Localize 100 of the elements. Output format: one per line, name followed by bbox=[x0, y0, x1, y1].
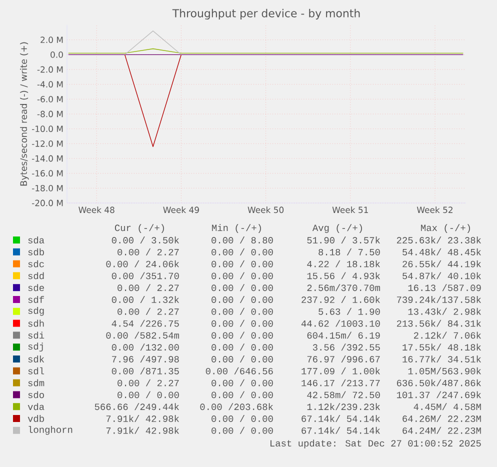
text: 51.90 / 3.57k bbox=[307, 236, 380, 244]
text: 54.87k/ 40.10k bbox=[402, 272, 481, 280]
text: 0.00 / 0.00 bbox=[212, 248, 273, 256]
legend-label: sdf bbox=[28, 296, 44, 303]
text: 0.00 /203.68k bbox=[200, 403, 273, 410]
legend-label: sdh bbox=[28, 320, 44, 327]
text: 54.48k/ 48.45k bbox=[402, 248, 481, 256]
text: 64.24M/ 22.23M bbox=[402, 426, 481, 434]
text: 0.00 /582.54m bbox=[106, 332, 179, 339]
text: Cur (-/+) bbox=[114, 224, 164, 233]
text: Avg (-/+) bbox=[312, 224, 362, 233]
text: 1.12k/239.23k bbox=[307, 403, 380, 410]
text: 16.13 /587.09 bbox=[408, 284, 481, 292]
y-tick-label: -2.0 M bbox=[37, 66, 63, 73]
text: 42.58m/ 72.50 bbox=[307, 391, 380, 398]
legend-label: sdo bbox=[28, 391, 44, 398]
text: 0.00 / 24.06k bbox=[106, 260, 179, 268]
legend-label: sde bbox=[28, 284, 44, 292]
text: 237.92 / 1.60k bbox=[302, 296, 380, 303]
text: 3.56 /392.55 bbox=[312, 344, 380, 351]
text: 566.66 /249.44k bbox=[94, 403, 179, 410]
legend-label: sdi bbox=[28, 332, 44, 339]
text: 67.14k/ 54.14k bbox=[302, 415, 380, 422]
text: 2.12k/ 7.06k bbox=[414, 332, 481, 339]
y-tick-label: 2.0 M bbox=[40, 36, 63, 44]
legend-label: sdm bbox=[28, 379, 44, 386]
legend-label: sdk bbox=[28, 356, 44, 362]
text: 44.62 /1003.10 bbox=[301, 320, 380, 327]
text: 0.00 / 2.27 bbox=[118, 308, 179, 315]
y-tick-label: -4.0 M bbox=[37, 81, 63, 88]
y-tick-label: -6.0 M bbox=[37, 96, 63, 102]
text: 17.55k/ 48.18k bbox=[402, 344, 481, 351]
y-tick-label: -10.0 M bbox=[32, 126, 63, 132]
x-tick-label: Week 51 bbox=[332, 206, 368, 214]
legend-label: sdj bbox=[28, 342, 43, 352]
text: 0.00 / 0.00 bbox=[212, 296, 273, 303]
text: 177.09 / 1.00k bbox=[302, 367, 380, 374]
text: 0.00 / 8.80 bbox=[212, 236, 273, 244]
legend-label: longhorn bbox=[28, 426, 72, 435]
text: 15.56 / 4.93k bbox=[307, 272, 380, 280]
text: 0.00 / 0.00 bbox=[118, 391, 179, 398]
text: 225.63k/ 23.38k bbox=[396, 236, 481, 244]
text: 0.00 / 0.00 bbox=[212, 308, 273, 315]
text: 64.26M/ 22.23M bbox=[402, 415, 481, 422]
text: 1.05M/563.90k bbox=[408, 367, 481, 374]
y-tick-label: 0.0 bbox=[50, 51, 63, 58]
text: 0.00 /132.00 bbox=[112, 344, 179, 351]
y-tick-label: -8.0 M bbox=[37, 110, 63, 118]
text: 0.00 /646.56 bbox=[206, 367, 273, 374]
y-tick-label: -16.0 M bbox=[32, 170, 63, 177]
legend-label: sdd bbox=[28, 272, 44, 280]
text: 604.15m/ 6.19 bbox=[307, 332, 380, 339]
text: 7.91k/ 42.98k bbox=[106, 415, 179, 422]
text: 0.00 / 2.27 bbox=[118, 284, 179, 292]
text: 7.96 /497.98 bbox=[112, 356, 179, 362]
text: 0.00 / 0.00 bbox=[212, 379, 273, 386]
text: 0.00 / 2.27 bbox=[118, 248, 179, 256]
text: 101.37 /247.69k bbox=[396, 391, 481, 398]
text: Max (-/+) bbox=[421, 224, 470, 233]
text: 67.14k/ 54.14k bbox=[302, 426, 380, 434]
y-tick-label: -18.0 M bbox=[32, 184, 63, 192]
text: 26.55k/ 44.19k bbox=[402, 260, 481, 268]
text: 13.43k/ 2.98k bbox=[408, 308, 481, 315]
text: 0.00 / 3.50k bbox=[112, 236, 179, 244]
y-tick-label: -20.0 M bbox=[32, 200, 63, 206]
text: 0.00 / 1.32k bbox=[112, 296, 179, 303]
text: Last update: Sat Dec 27 01:00:52 2025 bbox=[270, 440, 481, 448]
chart-title: Throughput per device - by month bbox=[172, 8, 360, 20]
x-tick-label: Week 49 bbox=[163, 206, 199, 214]
legend-label: vda bbox=[28, 403, 44, 410]
text: 0.00 / 0.00 bbox=[212, 344, 273, 351]
legend-label: sdg bbox=[28, 306, 44, 316]
text: 213.56k/ 84.31k bbox=[396, 320, 481, 327]
text: 0.00 / 2.27 bbox=[118, 379, 179, 386]
text: 0.00 / 0.00 bbox=[212, 272, 273, 280]
text: 0.00 / 0.00 bbox=[212, 356, 273, 362]
x-tick-label: Week 50 bbox=[248, 206, 284, 214]
text: 0.00 / 0.00 bbox=[212, 415, 273, 422]
x-tick-label: Week 48 bbox=[78, 206, 114, 214]
legend-label: sdl bbox=[28, 367, 44, 374]
text: 0.00 / 0.00 bbox=[212, 320, 273, 327]
legend-label: sdb bbox=[28, 248, 44, 256]
text: 7.91k/ 42.98k bbox=[106, 426, 179, 434]
text: 5.63 / 1.90 bbox=[318, 308, 380, 315]
text: 146.17 /213.77 bbox=[302, 379, 380, 386]
text: 0.00 / 0.00 bbox=[212, 260, 273, 268]
text: 0.00 / 0.00 bbox=[212, 391, 273, 398]
legend-label: sdc bbox=[28, 260, 44, 268]
text: 0.00 /871.35 bbox=[112, 367, 179, 374]
text: 0.00 /351.70 bbox=[112, 272, 179, 280]
text: 4.45M/ 4.58M bbox=[414, 403, 481, 410]
text: 4.22 / 18.18k bbox=[307, 260, 380, 268]
x-tick-label: Week 52 bbox=[416, 206, 452, 214]
y-axis-title: Bytes/second read (-) / write (+) bbox=[20, 42, 29, 186]
legend-label: sda bbox=[28, 236, 44, 244]
text: 739.24k/137.58k bbox=[397, 296, 481, 303]
text: Min (-/+) bbox=[212, 224, 261, 233]
text: 0.00 / 0.00 bbox=[212, 426, 273, 434]
text: 636.50k/487.86k bbox=[396, 379, 481, 386]
y-tick-label: -14.0 M bbox=[32, 155, 63, 162]
